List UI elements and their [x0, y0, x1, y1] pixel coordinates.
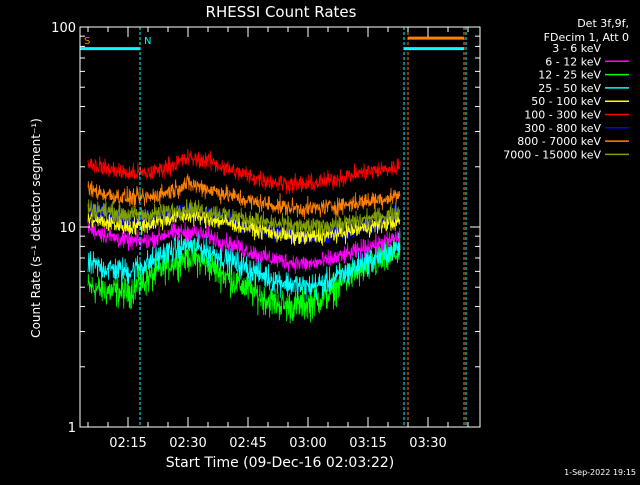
x-axis-label: Start Time (09-Dec-16 02:03:22)	[166, 455, 394, 471]
x-tick-label: 02:15	[109, 436, 146, 451]
series-line-3-6-kev	[87, 72, 401, 150]
series-line-7000-15000-kev	[87, 199, 401, 237]
legend-label-800-7000-kev: 800 - 7000 keV	[517, 135, 601, 148]
legend-label-50-100-kev: 50 - 100 keV	[531, 95, 601, 108]
legend-label-7000-15000-kev: 7000 - 15000 keV	[503, 148, 601, 161]
footer-timestamp: 1-Sep-2022 19:15	[564, 468, 636, 477]
legend-label-25-50-kev: 25 - 50 keV	[538, 82, 601, 95]
y-axis-label: Count Rate (s⁻¹ detector segment⁻¹)	[29, 118, 43, 338]
header-line-2: FDecim 1, Att 0	[544, 31, 629, 44]
legend-label-300-800-kev: 300 - 800 keV	[524, 122, 601, 135]
x-tick-label: 02:45	[229, 436, 266, 451]
legend-label-3-6-kev: 3 - 6 keV	[552, 42, 601, 55]
annotation-label-n: N	[144, 36, 151, 47]
x-tick-label: 02:30	[169, 436, 206, 451]
x-tick-label: 03:00	[289, 436, 326, 451]
x-tick-label: 03:15	[349, 436, 386, 451]
legend-label-6-12-kev: 6 - 12 keV	[545, 55, 601, 68]
legend-label-12-25-kev: 12 - 25 keV	[538, 69, 601, 82]
legend-label-100-300-kev: 100 - 300 keV	[524, 109, 601, 122]
y-tick-label: 100	[51, 21, 76, 36]
y-tick-label: 1	[68, 421, 76, 436]
header-line-1: Det 3f,9f,	[577, 17, 629, 30]
chart-title: RHESSI Count Rates	[206, 3, 357, 21]
x-tick-label: 03:30	[409, 436, 446, 451]
y-tick-label: 10	[59, 221, 76, 236]
annotation-label-s: S	[84, 36, 90, 47]
plot-area: S N 1 10 100 02:15 02:30 02:45 03:00 03:15 03:30	[51, 21, 481, 451]
